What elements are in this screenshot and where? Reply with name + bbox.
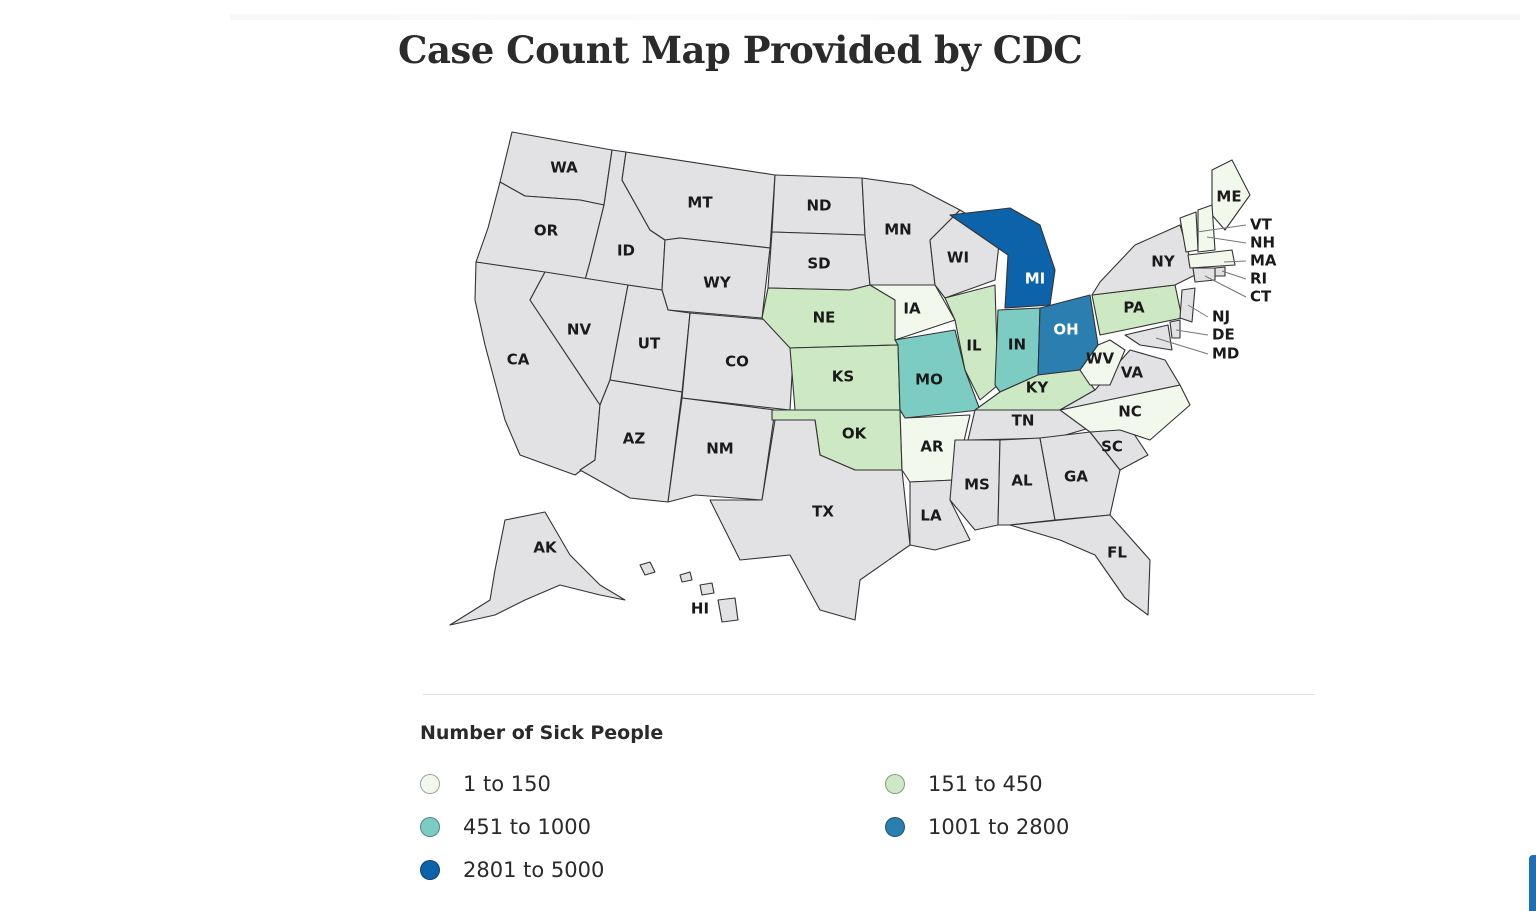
leader-line <box>1187 304 1209 318</box>
state-label-ga: GA <box>1064 468 1088 486</box>
page-title: Case Count Map Provided by CDC <box>398 28 1083 72</box>
us-map: WA OR CA ID NV MT WY UT AZ CO NM ND SD NE KS OK TX MN IA MO… <box>449 131 1277 626</box>
state-label-ky: KY <box>1026 379 1050 397</box>
state-label-nm: NM <box>706 440 733 458</box>
state-ia[interactable] <box>869 284 956 341</box>
state-label-ks: KS <box>832 368 854 386</box>
state-nh[interactable] <box>1197 204 1216 253</box>
state-label-oh: OH <box>1053 321 1078 339</box>
state-label-nv: NV <box>567 321 592 339</box>
state-label-ri: RI <box>1250 270 1267 288</box>
state-de[interactable] <box>1169 319 1181 339</box>
legend-swatch <box>420 774 440 794</box>
state-label-ma: MA <box>1250 252 1277 270</box>
state-label-il: IL <box>966 337 982 355</box>
state-label-ia: IA <box>903 300 921 318</box>
state-il[interactable] <box>944 284 999 401</box>
legend-label: 1001 to 2800 <box>928 815 1070 839</box>
legend-item-2801-to-5000: 2801 to 5000 <box>420 858 604 882</box>
leader-line <box>1175 329 1209 336</box>
legend-label: 151 to 450 <box>928 772 1043 796</box>
state-label-ny: NY <box>1151 253 1176 271</box>
leader-line <box>1196 224 1247 233</box>
state-label-ca: CA <box>507 351 530 369</box>
state-label-co: CO <box>725 353 749 371</box>
state-tx[interactable] <box>709 419 911 621</box>
state-label-ne: NE <box>813 309 836 327</box>
leader-line <box>1223 260 1247 263</box>
divider <box>423 694 1315 695</box>
state-ma[interactable] <box>1187 249 1236 269</box>
state-label-al: AL <box>1011 472 1033 490</box>
state-label-mi: MI <box>1025 270 1046 288</box>
state-label-pa: PA <box>1123 299 1145 317</box>
leader-line <box>1221 270 1247 280</box>
state-mo[interactable] <box>894 329 981 419</box>
state-fl[interactable] <box>1009 514 1151 616</box>
legend-label: 1 to 150 <box>463 772 551 796</box>
state-label-nc: NC <box>1118 403 1142 421</box>
state-label-id: ID <box>617 242 635 260</box>
state-mi[interactable] <box>949 207 1056 309</box>
state-label-wy: WY <box>703 274 732 292</box>
state-label-ct: CT <box>1250 288 1272 306</box>
state-label-fl: FL <box>1107 544 1127 562</box>
state-label-de: DE <box>1212 326 1235 344</box>
state-label-la: LA <box>920 507 942 525</box>
state-label-wi: WI <box>947 249 969 267</box>
legend-item-1-to-150: 1 to 150 <box>420 772 551 796</box>
state-label-sc: SC <box>1101 438 1123 456</box>
state-label-ut: UT <box>638 335 661 353</box>
state-label-or: OR <box>534 222 559 240</box>
state-label-tn: TN <box>1012 412 1035 430</box>
legend-swatch <box>420 817 440 837</box>
top-strip <box>230 14 1520 20</box>
state-hi[interactable] <box>639 561 739 623</box>
state-label-nj: NJ <box>1212 308 1230 326</box>
legend-swatch <box>420 860 440 880</box>
state-va[interactable] <box>1059 349 1181 411</box>
leader-line <box>1206 236 1247 244</box>
state-label-in: IN <box>1008 336 1026 354</box>
legend-title: Number of Sick People <box>420 722 664 744</box>
legend-label: 2801 to 5000 <box>463 858 605 882</box>
state-az[interactable] <box>579 379 683 503</box>
state-label-me: ME <box>1216 188 1241 206</box>
state-label-nd: ND <box>806 197 831 215</box>
state-wv[interactable] <box>1079 339 1126 386</box>
state-label-mo: MO <box>915 371 943 389</box>
legend-swatch <box>885 817 905 837</box>
state-md[interactable] <box>1124 324 1173 351</box>
state-ms[interactable] <box>949 439 1001 531</box>
state-label-ok: OK <box>842 425 868 443</box>
state-nm[interactable] <box>667 397 776 503</box>
state-ga[interactable] <box>1039 431 1121 521</box>
legend-item-151-to-450: 151 to 450 <box>885 772 1043 796</box>
edge-scroll-tab[interactable] <box>1529 855 1536 911</box>
state-label-ar: AR <box>920 438 944 456</box>
state-label-ak: AK <box>533 539 558 557</box>
state-nj[interactable] <box>1179 287 1196 323</box>
state-label-vt: VT <box>1250 216 1273 234</box>
legend-item-1001-to-2800: 1001 to 2800 <box>885 815 1069 839</box>
state-label-va: VA <box>1121 364 1144 382</box>
state-label-md: MD <box>1212 345 1239 363</box>
leader-line <box>1155 337 1209 355</box>
state-label-sd: SD <box>807 255 830 273</box>
legend-label: 451 to 1000 <box>463 815 591 839</box>
state-ak[interactable] <box>449 511 626 626</box>
state-label-nh: NH <box>1250 234 1275 252</box>
state-label-wv: WV <box>1086 350 1115 368</box>
state-label-mn: MN <box>884 221 911 239</box>
state-label-ms: MS <box>964 476 990 494</box>
state-label-wa: WA <box>550 159 578 177</box>
leader-line <box>1204 275 1247 298</box>
state-ny[interactable] <box>1091 224 1196 296</box>
legend-item-451-to-1000: 451 to 1000 <box>420 815 591 839</box>
state-label-hi: HI <box>691 600 709 618</box>
state-label-tx: TX <box>812 503 834 521</box>
legend-swatch <box>885 774 905 794</box>
state-label-az: AZ <box>623 430 646 448</box>
state-label-mt: MT <box>687 194 713 212</box>
